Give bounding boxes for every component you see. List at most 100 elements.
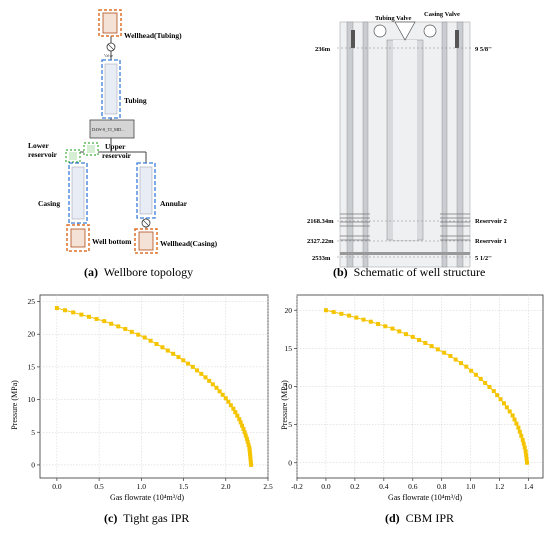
chart-d-data-point bbox=[512, 417, 517, 422]
chart-c-data-point bbox=[160, 345, 165, 350]
lower-reservoir-node[interactable] bbox=[65, 149, 81, 163]
label-lower-reservoir-1: Lower bbox=[28, 141, 49, 150]
chart-c-data-point bbox=[235, 413, 240, 418]
tubing-node[interactable] bbox=[101, 59, 121, 119]
chart-c-data-point bbox=[231, 406, 236, 411]
chart-c-ytick-label: 15 bbox=[28, 362, 36, 371]
chart-c-data-point bbox=[238, 420, 243, 425]
panel-c-tight-gas-ipr: 0.0 0.5 1.0 1.5 2.0 2.5 0 5 10 15 20 25 Gas flowrat… bbox=[0, 285, 275, 528]
chart-d-data-point bbox=[354, 315, 359, 320]
chart-d-data-point bbox=[323, 308, 328, 313]
well-structure-diagram: Tubing Valve Casing Valve 236m 9 5/8'' 2… bbox=[307, 11, 507, 279]
label-well-bottom: Well bottom bbox=[92, 237, 132, 246]
chart-d-xtick-label: 1.0 bbox=[466, 482, 476, 491]
chart-d-xtick-label: 0.2 bbox=[350, 482, 360, 491]
wellhead-casing-node[interactable] bbox=[134, 228, 158, 254]
chart-c-xtick-label: 0.0 bbox=[52, 482, 62, 491]
chart-c-ytick-label: 10 bbox=[28, 395, 36, 404]
label-depth-236: 236m bbox=[315, 46, 331, 53]
chart-c-data-point bbox=[226, 399, 231, 404]
label-wellhead-casing: Wellhead(Casing) bbox=[160, 239, 218, 248]
chart-d-data-point bbox=[473, 372, 478, 377]
chart-d-grid: -0.2 0.0 0.2 0.4 0.6 0.8 1.0 1.2 1.4 0 5 10 15 20 bbox=[285, 294, 544, 491]
label-tubing: Tubing bbox=[124, 96, 147, 105]
tight-gas-ipr-chart: 0.0 0.5 1.0 1.5 2.0 2.5 0 5 10 15 20 25 Gas flowrat… bbox=[10, 294, 273, 525]
label-casing-512: 5 1/2'' bbox=[475, 255, 492, 262]
chart-c-data-point bbox=[248, 457, 253, 462]
caption-a: (a) Wellbore topology bbox=[84, 265, 193, 279]
label-reservoir-1: Reservoir 1 bbox=[475, 238, 507, 245]
chart-d-data-point bbox=[491, 389, 496, 394]
upper-reservoir-node[interactable] bbox=[83, 142, 99, 156]
chart-d-xtick-label: -0.2 bbox=[291, 482, 303, 491]
label-upper-reservoir-2: reservoir bbox=[102, 151, 132, 160]
chart-c-xtick-label: 2.0 bbox=[221, 482, 231, 491]
chart-d-data-point bbox=[339, 311, 344, 316]
chart-c-data-point bbox=[249, 462, 254, 467]
chart-d-data-point bbox=[464, 364, 469, 369]
chart-c-data-point bbox=[245, 439, 250, 444]
chart-d-data-point bbox=[397, 329, 402, 334]
chart-d-xtick-label: 0.0 bbox=[321, 482, 331, 491]
label-tubing-valve: Tubing Valve bbox=[375, 15, 412, 22]
label-casing-958: 9 5/8'' bbox=[475, 46, 492, 53]
annular-node[interactable] bbox=[136, 162, 156, 219]
chart-c-ytick-label: 0 bbox=[31, 460, 35, 469]
chart-c-data-point bbox=[203, 375, 208, 380]
chart-c-data-point bbox=[217, 389, 222, 394]
chart-c-plot-frame bbox=[39, 294, 269, 479]
chart-c-data-point bbox=[148, 338, 153, 343]
chart-d-data-point bbox=[347, 313, 352, 318]
caption-c: (c) Tight gas IPR bbox=[104, 511, 189, 525]
chart-d-data-point bbox=[361, 317, 366, 322]
chart-d-data-point bbox=[417, 337, 422, 342]
chart-d-xlabel: Gas flowrate (10⁴m³/d) bbox=[388, 493, 462, 502]
chart-d-data-point bbox=[498, 397, 503, 402]
valve-tubing-icon[interactable] bbox=[106, 42, 116, 52]
chart-d-data-point bbox=[524, 456, 529, 461]
chart-d-ytick-label: 10 bbox=[285, 382, 293, 391]
chart-c-data-point bbox=[207, 378, 212, 383]
casing-node[interactable] bbox=[68, 162, 88, 224]
well-bottom-node[interactable] bbox=[66, 224, 90, 252]
chart-c-xtick-label: 0.5 bbox=[94, 482, 104, 491]
chart-d-data-point bbox=[404, 332, 409, 337]
chart-c-data-point bbox=[210, 382, 215, 387]
chart-c-data-point bbox=[186, 361, 191, 366]
label-lower-reservoir-2: reservoir bbox=[28, 150, 58, 159]
chart-c-data-point bbox=[199, 371, 204, 376]
chart-c-data-point bbox=[109, 321, 114, 326]
label-depth-2168: 2168.34m bbox=[307, 218, 334, 225]
chart-c-data-point bbox=[129, 329, 134, 334]
chart-d-data-point bbox=[410, 334, 415, 339]
chart-d-xtick-label: 0.4 bbox=[379, 482, 389, 491]
valve-casing-icon[interactable] bbox=[141, 218, 151, 228]
chart-c-data-point bbox=[94, 316, 99, 321]
chart-d-data-point bbox=[523, 449, 528, 454]
label-wellhead-tubing: Wellhead(Tubing) bbox=[124, 31, 182, 40]
chart-d-data-point bbox=[517, 429, 522, 434]
chart-d-series-line bbox=[325, 309, 528, 463]
chart-d-xtick-label: 1.2 bbox=[495, 482, 505, 491]
chart-c-xlabel: Gas flowrate (10⁴m³/d) bbox=[110, 493, 184, 502]
chart-c-data-point bbox=[171, 351, 176, 356]
chart-c-data-point bbox=[246, 442, 251, 447]
chart-d-data-point bbox=[521, 441, 526, 446]
chart-c-data-point bbox=[54, 306, 59, 311]
chart-c-data-point bbox=[142, 335, 147, 340]
chart-d-data-point bbox=[507, 409, 512, 414]
chart-d-data-point bbox=[501, 401, 506, 406]
chart-c-ytick-label: 20 bbox=[28, 330, 36, 339]
label-depth-2327: 2327.22m bbox=[307, 238, 334, 245]
chart-d-ytick-label: 5 bbox=[288, 420, 292, 429]
chart-d-data-point bbox=[459, 361, 463, 366]
wellhead-tubing-node[interactable] bbox=[98, 9, 122, 37]
chart-d-ylabel: Pressure (MPa) bbox=[280, 380, 289, 430]
chart-c-data-point bbox=[248, 460, 253, 465]
chart-d-data-point bbox=[376, 321, 381, 326]
chart-c-data-point bbox=[190, 364, 195, 369]
chart-d-data-point bbox=[435, 347, 440, 352]
chart-c-grid: 0.0 0.5 1.0 1.5 2.0 2.5 0 5 10 15 20 25 bbox=[28, 294, 273, 491]
junction-node[interactable]: D4W-0_TI_MD... bbox=[89, 119, 135, 139]
label-casing-valve: Casing Valve bbox=[424, 11, 460, 18]
